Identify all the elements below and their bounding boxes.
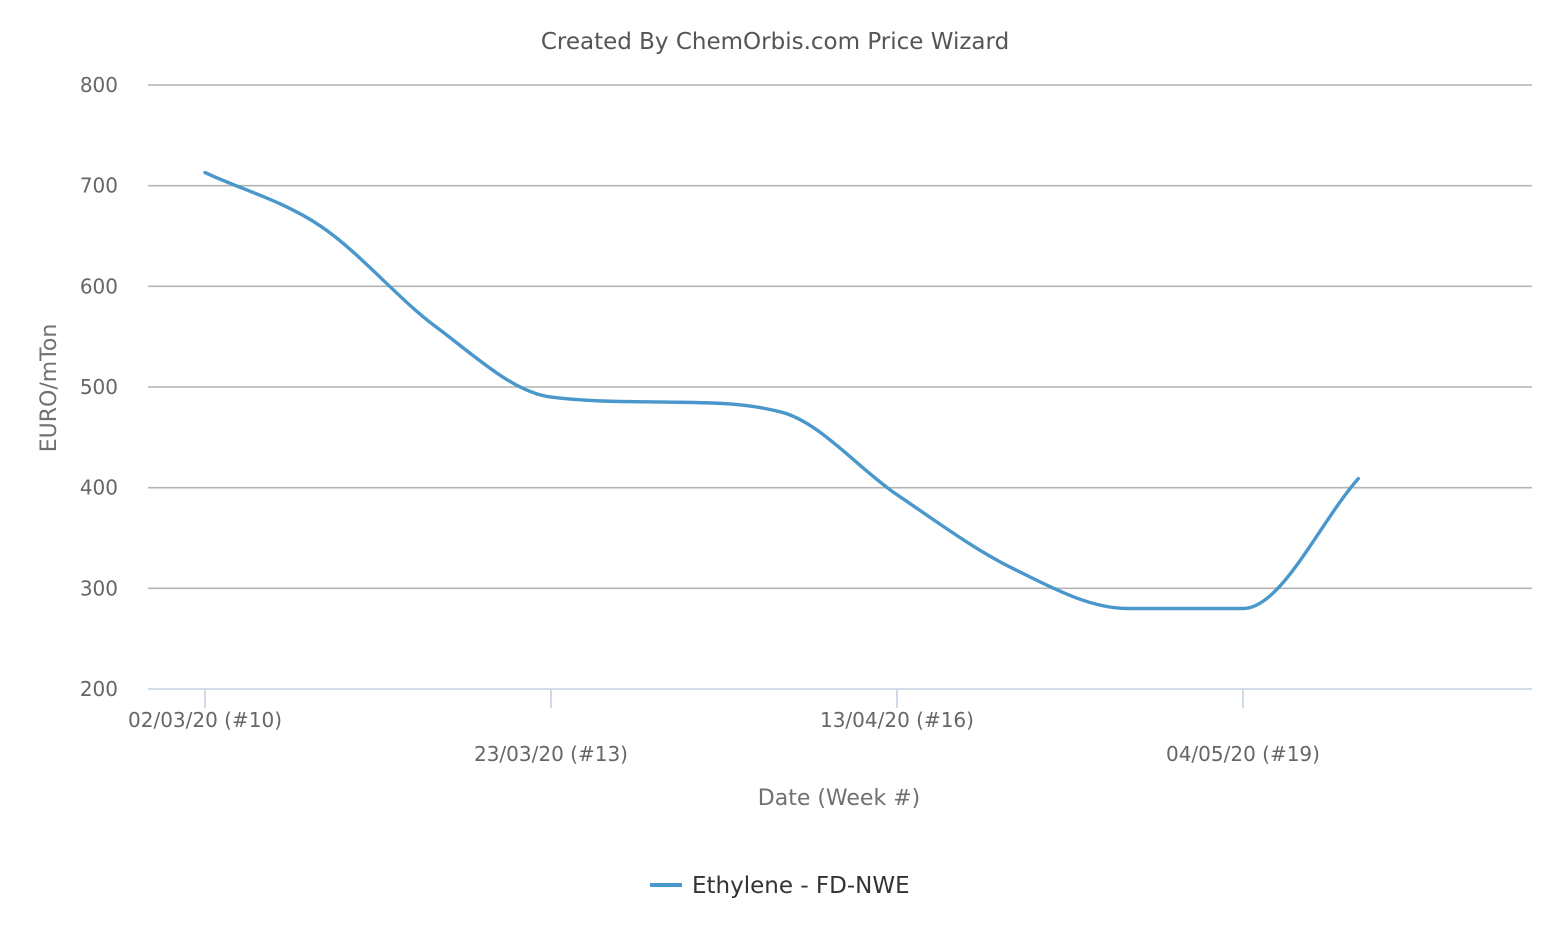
- legend-label-ethylene: Ethylene - FD-NWE: [692, 873, 910, 899]
- legend[interactable]: Ethylene - FD-NWE: [650, 873, 910, 899]
- chart-title: Created By ChemOrbis.com Price Wizard: [541, 29, 1009, 55]
- y-axis-tick-labels: 200 300 400 500 600 700 800: [80, 73, 118, 701]
- x-tick-label-3: 23/03/20 (#13): [474, 742, 628, 766]
- y-axis-title: EURO/mTon: [37, 324, 62, 453]
- gridlines: [148, 84, 1532, 590]
- y-tick-label-600: 600: [80, 274, 118, 298]
- x-tick-label-9: 04/05/20 (#19): [1166, 742, 1320, 766]
- y-tick-label-800: 800: [80, 73, 118, 97]
- y-tick-label-400: 400: [80, 476, 118, 500]
- y-tick-label-200: 200: [80, 677, 118, 701]
- x-tick-label-0: 02/03/20 (#10): [128, 708, 282, 732]
- x-tick-label-6: 13/04/20 (#16): [820, 708, 974, 732]
- y-tick-label-700: 700: [80, 174, 118, 198]
- x-axis-title: Date (Week #): [758, 786, 920, 811]
- x-axis-ticks: 02/03/20 (#10) 23/03/20 (#13) 13/04/20 (#1…: [128, 689, 1320, 766]
- series-line-0: [203, 170, 1360, 611]
- y-tick-label-500: 500: [80, 375, 118, 399]
- y-tick-label-300: 300: [80, 576, 118, 600]
- series-lines: [203, 170, 1360, 611]
